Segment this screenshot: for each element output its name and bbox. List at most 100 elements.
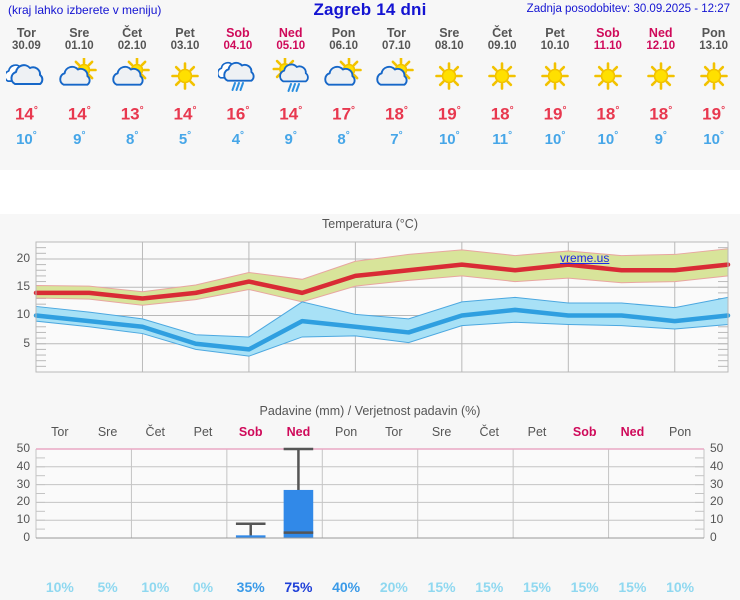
temp-max: 14° xyxy=(173,104,197,124)
precipitation-day-label: Pon xyxy=(669,425,692,439)
temp-min: 5° xyxy=(178,129,192,148)
last-updated-text: Zadnja posodobitev: 30.09.2025 - 12:27 xyxy=(526,3,730,15)
day-name: Ned xyxy=(278,26,303,40)
day-name: Tor xyxy=(16,26,37,40)
precipitation-probability: 5% xyxy=(97,579,118,595)
temp-min: 11° xyxy=(492,129,513,148)
temperature-chart: Temperatura (°C) 5 10 15 20 vreme.us xyxy=(0,214,740,401)
temp-max: 14° xyxy=(279,104,303,124)
temp-max: 14° xyxy=(14,104,38,124)
precipitation-day-label: Sob xyxy=(572,425,597,439)
precipitation-probability: 10% xyxy=(45,579,74,595)
day-column: Pet 03.10 14° 5° xyxy=(159,26,212,170)
sunny-icon xyxy=(482,57,522,95)
precipitation-probability: 40% xyxy=(332,579,361,595)
day-column: Pon 13.10 19° 10° xyxy=(687,26,740,170)
day-date: 07.10 xyxy=(382,40,411,52)
daily-forecast-strip: Tor 30.09 14° 10° Sre 01.10 14° 9° Čet 02.10 13… xyxy=(0,22,740,170)
sunny-icon xyxy=(588,57,628,95)
menu-hint-text: (kraj lahko izberete v meniju) xyxy=(8,3,162,17)
day-column: Čet 02.10 13° 8° xyxy=(106,26,159,170)
temp-max: 19° xyxy=(437,104,461,124)
precipitation-probability: 10% xyxy=(141,579,170,595)
precipitation-day-label: Čet xyxy=(479,425,499,439)
day-date: 10.10 xyxy=(540,40,570,52)
temp-min: 7° xyxy=(390,129,403,148)
temp-max: 18° xyxy=(384,104,408,124)
temp-max: 13° xyxy=(120,104,144,124)
temp-max: 18° xyxy=(649,104,673,124)
precipitation-y-tick-right: 50 xyxy=(710,441,724,455)
precipitation-probability: 15% xyxy=(475,579,504,595)
day-column: Ned 05.10 14° 9° xyxy=(264,26,317,170)
precipitation-y-tick-left: 10 xyxy=(16,512,30,527)
precipitation-chart: Padavine (mm) / Verjetnost padavin (%) T… xyxy=(0,401,740,600)
sunny-icon xyxy=(165,57,205,95)
day-name: Sob xyxy=(226,26,250,40)
day-date: 09.10 xyxy=(487,40,517,52)
sun-rain-icon xyxy=(271,57,311,95)
day-column: Sob 11.10 18° 10° xyxy=(581,26,634,170)
day-column: Tor 30.09 14° 10° xyxy=(0,26,53,170)
temperature-chart-title: Temperatura (°C) xyxy=(322,217,418,231)
precipitation-y-tick-right: 40 xyxy=(710,458,724,473)
day-date: 12.10 xyxy=(646,40,676,52)
precipitation-probability: 15% xyxy=(570,579,599,595)
precipitation-day-label: Pet xyxy=(527,425,547,439)
partly-sunny-icon xyxy=(376,57,416,95)
precipitation-day-label: Tor xyxy=(385,425,403,439)
temp-min: 8° xyxy=(337,129,350,148)
day-date: 06.10 xyxy=(329,40,358,52)
precipitation-y-tick-left: 30 xyxy=(16,476,30,491)
precipitation-probability: 0% xyxy=(192,579,214,595)
temp-min: 10° xyxy=(438,129,460,148)
day-date: 30.09 xyxy=(12,40,41,52)
sunny-icon xyxy=(694,57,734,95)
temp-min: 8° xyxy=(125,129,139,148)
precipitation-probability: 10% xyxy=(666,579,695,595)
day-date: 02.10 xyxy=(117,40,147,52)
precipitation-y-tick-right: 0 xyxy=(710,530,717,544)
section-divider xyxy=(0,170,740,214)
precipitation-probability: 15% xyxy=(522,579,551,595)
precipitation-day-label: Sre xyxy=(431,425,452,439)
day-date: 08.10 xyxy=(434,40,464,52)
day-column: Pon 06.10 17° 8° xyxy=(317,26,370,170)
precipitation-chart-title: Padavine (mm) / Verjetnost padavin (%) xyxy=(259,404,481,418)
precipitation-y-tick-left: 50 xyxy=(16,441,30,455)
day-name: Pon xyxy=(701,26,726,40)
temp-min: 9° xyxy=(284,129,297,148)
precipitation-y-tick-right: 20 xyxy=(710,494,724,509)
day-name: Čet xyxy=(122,26,143,40)
precipitation-day-label: Čet xyxy=(145,425,165,439)
partly-sunny-icon xyxy=(59,57,99,95)
page-header: (kraj lahko izberete v meniju) Zagreb 14… xyxy=(0,0,740,22)
precipitation-y-tick-left: 20 xyxy=(16,494,30,509)
temp-max: 18° xyxy=(596,104,620,124)
precipitation-probability: 15% xyxy=(427,579,456,595)
precipitation-day-label: Sre xyxy=(97,425,118,439)
day-column: Pet 10.10 19° 10° xyxy=(529,26,582,170)
sunny-icon xyxy=(429,57,469,95)
temp-min: 9° xyxy=(654,129,667,148)
day-column: Sre 08.10 19° 10° xyxy=(423,26,476,170)
partly-sunny-icon xyxy=(112,57,152,95)
day-column: Sob 04.10 16° 4° xyxy=(211,26,264,170)
day-date: 11.10 xyxy=(593,40,622,52)
precipitation-probability: 35% xyxy=(236,579,265,595)
precipitation-y-tick-right: 10 xyxy=(710,512,724,527)
precipitation-probability: 20% xyxy=(379,579,408,595)
day-date: 13.10 xyxy=(699,40,728,52)
precipitation-y-tick-left: 40 xyxy=(16,458,30,473)
day-column: Čet 09.10 18° 11° xyxy=(476,26,529,170)
temp-max: 19° xyxy=(543,104,567,124)
temp-min: 10° xyxy=(16,129,37,148)
day-name: Sre xyxy=(439,26,460,40)
day-date: 05.10 xyxy=(276,40,306,52)
precipitation-day-label: Pet xyxy=(193,425,213,439)
precipitation-day-label: Ned xyxy=(620,425,645,439)
day-name: Tor xyxy=(386,26,407,40)
precipitation-probability: 75% xyxy=(284,579,313,595)
temp-min: 4° xyxy=(231,129,245,148)
sunny-icon xyxy=(641,57,681,95)
